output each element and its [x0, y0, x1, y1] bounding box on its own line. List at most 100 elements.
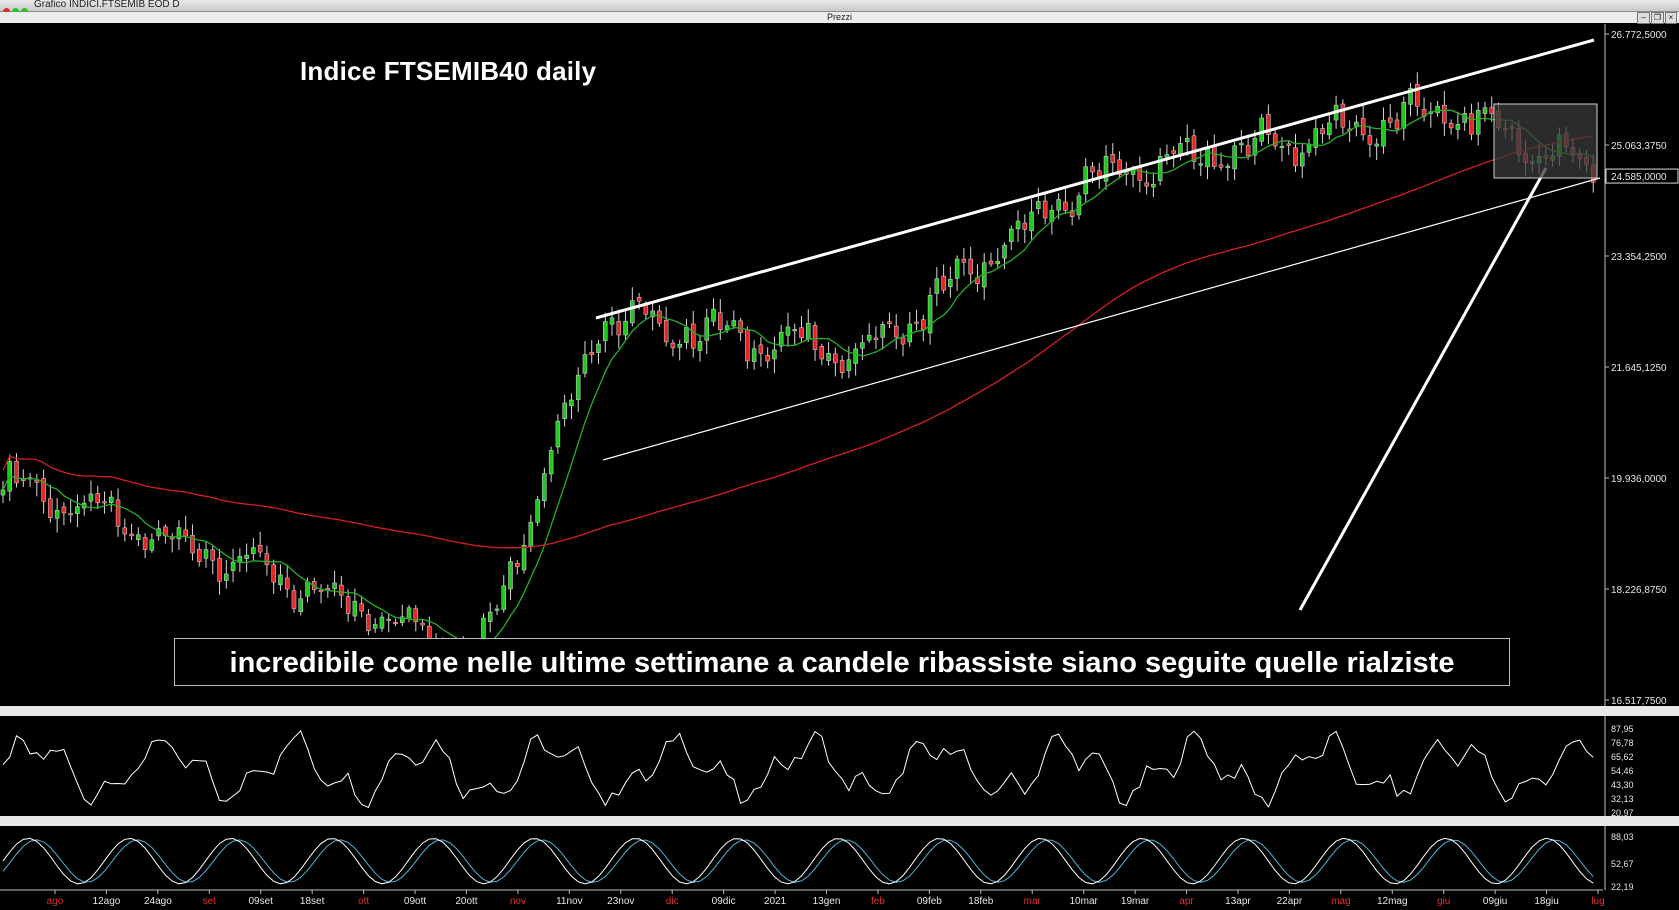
candles-group	[0, 72, 1596, 673]
candle-up	[751, 348, 757, 362]
candle-down	[1212, 145, 1217, 167]
candle-up	[582, 354, 588, 374]
ma-fast-line	[2, 109, 1594, 650]
oscillator-2-line	[2, 837, 1594, 885]
restore-button[interactable]: ❐	[1651, 12, 1664, 24]
candle-up	[54, 509, 60, 519]
candle-down	[812, 325, 818, 350]
candle-up	[1157, 156, 1163, 181]
candle-down	[291, 590, 297, 609]
chart-annotation: incredibile come nelle ultime settimane …	[174, 638, 1510, 686]
candle-up	[1381, 120, 1386, 147]
osc1-tick-label: 54,46	[1611, 766, 1634, 776]
x-tick-label: mag	[1331, 896, 1350, 907]
candle-up	[853, 348, 858, 364]
candle-up	[521, 545, 527, 571]
lower-trendline	[602, 177, 1601, 461]
candle-down	[1286, 143, 1291, 146]
window-titlebar: Grafico INDICI.FTSEMIB EOD D	[0, 0, 1679, 15]
osc2-tick-label: 52,67	[1611, 859, 1634, 869]
candle-up	[1015, 220, 1021, 230]
x-tick-label: 2021	[764, 896, 787, 907]
x-tick-label: 18feb	[968, 896, 993, 907]
candle-up	[677, 344, 682, 348]
candle-down	[745, 329, 750, 362]
candle-up	[1374, 143, 1379, 147]
candle-up	[224, 573, 229, 581]
candle-up	[230, 561, 236, 571]
candle-up	[1252, 137, 1258, 156]
candle-up	[548, 450, 554, 475]
candle-up	[1455, 124, 1461, 130]
candle-up	[305, 581, 310, 597]
candle-up	[792, 329, 797, 332]
last-price-label: 24.585,0000	[1611, 172, 1667, 183]
candle-down	[873, 337, 879, 340]
candle-down	[1171, 150, 1176, 154]
prices-panel-header: Prezzi	[0, 12, 1679, 23]
candle-up	[251, 547, 256, 554]
candle-up	[88, 493, 94, 502]
candle-down	[264, 553, 270, 566]
x-tick-label: 18set	[300, 896, 325, 907]
candle-down	[1293, 147, 1298, 167]
close-button[interactable]: ×	[1665, 12, 1677, 24]
candle-up	[1408, 87, 1413, 105]
candle-down	[169, 537, 175, 540]
candle-up	[603, 321, 608, 341]
candle-down	[670, 342, 676, 349]
osc1-tick-label: 43,30	[1611, 780, 1634, 790]
candle-down	[1442, 104, 1447, 124]
candle-up	[1401, 102, 1407, 129]
x-tick-label: apr	[1179, 896, 1194, 907]
x-tick-label: 09dic	[712, 896, 736, 907]
candle-down	[1387, 117, 1393, 123]
candle-down	[284, 577, 290, 590]
osc1-tick-label: 76,78	[1611, 738, 1634, 748]
candle-up	[1279, 145, 1285, 148]
candle-down	[1272, 133, 1278, 147]
x-tick-label: 13apr	[1225, 896, 1251, 907]
candle-down	[1266, 114, 1271, 135]
window-status-icons	[3, 2, 30, 20]
candle-down	[1144, 182, 1149, 187]
upper-trendline	[595, 38, 1595, 320]
x-tick-label: 09set	[248, 896, 273, 907]
candle-down	[190, 535, 195, 554]
osc1-tick-label: 32,13	[1611, 794, 1634, 804]
price-tick-label: 18.226,8750	[1611, 585, 1667, 596]
candle-down	[427, 625, 432, 639]
candle-down	[961, 258, 967, 263]
candle-down	[95, 493, 100, 504]
candle-up	[1327, 122, 1332, 136]
minimize-button[interactable]: –	[1637, 12, 1650, 24]
candle-up	[697, 341, 703, 351]
x-tick-label: 10mar	[1069, 896, 1098, 907]
candle-down	[1320, 128, 1325, 135]
x-tick-label: ott	[358, 896, 369, 907]
candle-down	[420, 622, 425, 626]
candle-down	[1245, 145, 1251, 156]
candle-up	[1300, 152, 1305, 167]
candle-down	[941, 275, 946, 291]
candle-up	[176, 527, 182, 540]
x-tick-label: 12ago	[93, 896, 121, 907]
green-dot-icon-2	[21, 8, 28, 15]
candle-down	[1137, 167, 1143, 181]
candle-down	[115, 499, 121, 527]
price-tick-label: 23.354,2500	[1611, 252, 1667, 263]
candle-up	[772, 349, 777, 360]
candle-down	[1360, 118, 1366, 136]
candle-up	[1076, 195, 1082, 216]
candle-up	[1036, 201, 1041, 210]
candle-up	[609, 317, 615, 325]
candle-up	[149, 539, 155, 551]
highlight-box	[1493, 103, 1598, 179]
x-tick-label: 09feb	[917, 896, 942, 907]
candle-up	[1225, 165, 1231, 168]
candle-up	[731, 320, 737, 327]
candle-down	[257, 545, 263, 553]
osc1-tick-label: 20,97	[1611, 808, 1634, 818]
pointer-line	[1298, 167, 1548, 611]
